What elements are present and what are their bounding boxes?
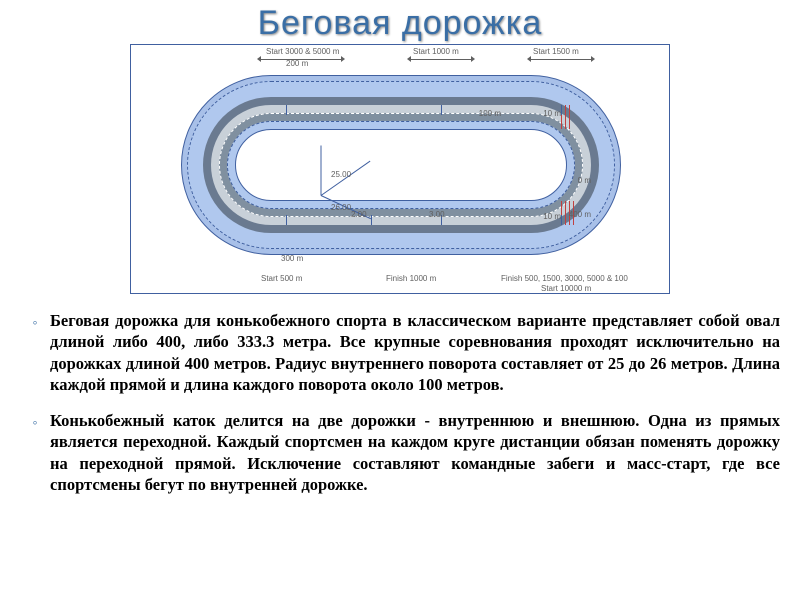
tick-100m: 100 m bbox=[479, 109, 501, 118]
page-title: Беговая дорожка bbox=[0, 0, 800, 43]
label-start-500: Start 500 m bbox=[261, 274, 302, 283]
tick bbox=[286, 215, 287, 225]
label-start-10000: Start 10000 m bbox=[541, 284, 591, 293]
tick-10m-top: 10 m bbox=[543, 109, 561, 118]
tick bbox=[561, 105, 562, 115]
tick-300m: 300 m bbox=[281, 254, 303, 263]
tick-10m-bot: 10 m bbox=[543, 212, 561, 221]
tick bbox=[561, 215, 562, 225]
bullet-item: ◦ Конькобежный каток делится на две доро… bbox=[20, 410, 780, 496]
tick-200m: 200 m bbox=[286, 59, 308, 68]
arrow-top-left bbox=[261, 59, 341, 60]
bullet-icon: ◦ bbox=[20, 410, 50, 496]
track-diagram: 25.00 26.00 200 m 10 m 100 m 300 m 2.00 … bbox=[130, 44, 670, 294]
tick-0m: 0 m bbox=[578, 176, 591, 185]
bullet-item: ◦ Беговая дорожка для конькобежного спор… bbox=[20, 310, 780, 396]
tick bbox=[286, 105, 287, 115]
label-finish-multi: Finish 500, 1500, 3000, 5000 & 100 bbox=[501, 274, 628, 283]
label-start-3000-5000: Start 3000 & 5000 m bbox=[266, 47, 339, 56]
paragraph-2: Конькобежный каток делится на две дорожк… bbox=[50, 410, 780, 496]
label-start-1000: Start 1000 m bbox=[413, 47, 459, 56]
infield bbox=[235, 129, 567, 201]
tick-2-00: 2.00 bbox=[351, 210, 367, 219]
label-finish-1000: Finish 1000 m bbox=[386, 274, 436, 283]
tick-3-00: 3.00 bbox=[429, 210, 445, 219]
tick bbox=[441, 105, 442, 115]
bullet-icon: ◦ bbox=[20, 310, 50, 396]
radius-25-label: 25.00 bbox=[331, 170, 351, 179]
radius-line-3 bbox=[321, 146, 322, 196]
label-start-1500: Start 1500 m bbox=[533, 47, 579, 56]
paragraph-1: Беговая дорожка для конькобежного спорта… bbox=[50, 310, 780, 396]
tick-400m: 400 m bbox=[569, 210, 591, 219]
tick bbox=[371, 215, 372, 225]
arrow-top-right bbox=[531, 59, 591, 60]
track-oval: 25.00 26.00 200 m 10 m 100 m 300 m 2.00 … bbox=[181, 75, 621, 255]
radius-26-label: 26.00 bbox=[331, 203, 351, 212]
arrow-top-mid bbox=[411, 59, 471, 60]
red-lines-top-right bbox=[561, 105, 581, 129]
content-area: ◦ Беговая дорожка для конькобежного спор… bbox=[20, 310, 780, 510]
